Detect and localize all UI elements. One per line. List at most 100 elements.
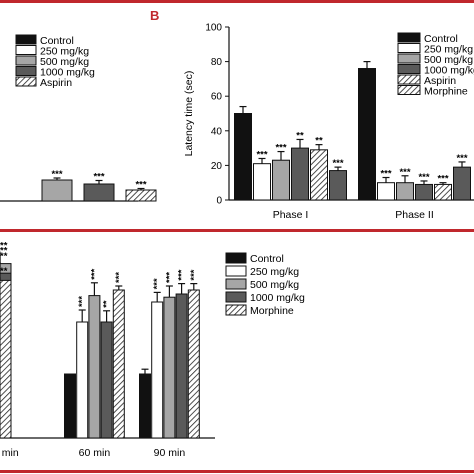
- bottom-frame-line: [0, 470, 474, 473]
- legend-label-control: Control: [250, 253, 284, 265]
- significance-label: ***: [177, 269, 188, 280]
- y-tick-label: 80: [211, 57, 223, 68]
- significance-label: ***: [256, 149, 267, 160]
- significance-label: **: [0, 251, 8, 262]
- significance-label: ***: [93, 172, 104, 183]
- significance-label: ***: [399, 167, 410, 178]
- legend-label-250-mg-kg: 250 mg/kg: [424, 44, 473, 56]
- bar-250-mg-kg: [151, 301, 164, 439]
- significance-label: **: [102, 300, 113, 308]
- y-tick-label: 100: [205, 23, 222, 34]
- legend-label-morphine: Morphine: [424, 86, 468, 98]
- legend-swatch-control: [15, 34, 37, 45]
- significance-label: ***: [89, 268, 100, 279]
- legend-swatch-500-mg-kg: [397, 53, 421, 64]
- significance-label: ***: [51, 169, 62, 180]
- legend-swatch-aspirin: [397, 74, 421, 85]
- bar-control: [139, 373, 151, 439]
- top-frame-line: [0, 0, 474, 3]
- significance-label: **: [296, 130, 304, 141]
- category-label: 60 min: [79, 447, 111, 459]
- y-tick-label: 60: [211, 92, 223, 103]
- bar-500-mg-kg: [41, 179, 73, 202]
- significance-label: ***: [332, 158, 343, 169]
- legend-swatch-morphine: [397, 85, 421, 95]
- legend-label-500-mg-kg: 500 mg/kg: [424, 54, 473, 66]
- legend-label-500-mg-kg: 500 mg/kg: [250, 279, 299, 291]
- y-axis-label: Latency time (sec): [183, 71, 195, 157]
- legend-swatch-1000-mg-kg: [397, 64, 421, 74]
- bar-1000-mg-kg: [291, 147, 309, 201]
- bar-250-mg-kg: [377, 182, 395, 201]
- category-label: 120 min: [0, 447, 19, 459]
- panel-label-b: B: [150, 8, 159, 23]
- category-label: 90 min: [154, 447, 186, 459]
- legend-label-morphine: Morphine: [250, 305, 294, 317]
- bar-control: [64, 373, 76, 439]
- significance-label: ***: [275, 143, 286, 154]
- significance-label: **: [315, 136, 323, 147]
- bar-control: [358, 68, 376, 201]
- category-label: Phase II: [395, 209, 434, 221]
- legend-swatch-control: [397, 32, 421, 43]
- significance-label: ***: [164, 272, 175, 283]
- legend-swatch-1000-mg-kg: [15, 66, 37, 76]
- legend-swatch-250-mg-kg: [15, 45, 37, 55]
- legend-swatch-250-mg-kg: [397, 43, 421, 53]
- legend-label-500-mg-kg: 500 mg/kg: [40, 56, 89, 68]
- legend-swatch-control: [225, 252, 247, 264]
- legend-label-aspirin: Aspirin: [424, 75, 456, 87]
- bar-1000-mg-kg: [415, 183, 433, 201]
- bar-aspirin: [125, 189, 157, 202]
- bar-morphine: [187, 289, 200, 439]
- legend-label-control: Control: [40, 35, 74, 47]
- category-label: Phase I: [273, 209, 309, 221]
- legend-label-1000-mg-kg: 1000 mg/kg: [250, 292, 305, 304]
- middle-frame-line: [0, 229, 474, 232]
- legend-swatch-250-mg-kg: [225, 265, 247, 277]
- legend-swatch-aspirin: [15, 76, 37, 87]
- y-tick-label: 0: [216, 196, 222, 207]
- legend-label-aspirin: Aspirin: [40, 77, 72, 89]
- significance-label: **: [0, 266, 8, 277]
- legend-label-control: Control: [424, 33, 458, 45]
- legend-swatch-500-mg-kg: [225, 278, 247, 290]
- significance-label: ***: [135, 180, 146, 191]
- significance-label: ***: [418, 172, 429, 183]
- bar-500-mg-kg: [163, 296, 176, 439]
- bar-500-mg-kg: [396, 182, 414, 201]
- significance-label: ***: [114, 272, 125, 283]
- significance-label: ***: [189, 269, 200, 280]
- bar-aspirin: [310, 149, 328, 201]
- bar-morphine: [112, 289, 125, 439]
- bar-control: [234, 113, 252, 201]
- y-tick-label: 40: [211, 126, 223, 137]
- legend-label-250-mg-kg: 250 mg/kg: [250, 266, 299, 278]
- significance-label: **: [0, 245, 8, 256]
- bar-morphine: [329, 170, 347, 201]
- legend-label-1000-mg-kg: 1000 mg/kg: [40, 67, 95, 79]
- bar-1000-mg-kg: [100, 321, 113, 439]
- significance-label: **: [0, 241, 8, 252]
- significance-label: ***: [456, 153, 467, 164]
- bar-morphine: [0, 279, 12, 439]
- bar-aspirin: [434, 183, 452, 201]
- bar-1000-mg-kg: [175, 293, 188, 439]
- significance-label: ***: [77, 296, 88, 307]
- legend-label-1000-mg-kg: 1000 mg/kg: [424, 65, 474, 77]
- significance-label: ***: [437, 174, 448, 185]
- bar-500-mg-kg: [88, 295, 101, 439]
- legend-label-250-mg-kg: 250 mg/kg: [40, 46, 89, 58]
- legend-swatch-500-mg-kg: [15, 55, 37, 66]
- legend-swatch-1000-mg-kg: [225, 291, 247, 303]
- y-tick-label: 20: [211, 161, 223, 172]
- bar-250-mg-kg: [76, 321, 89, 439]
- bar-500-mg-kg: [272, 159, 290, 201]
- bar-morphine: [453, 166, 471, 201]
- significance-label: ***: [380, 169, 391, 180]
- significance-label: ***: [152, 278, 163, 289]
- legend-swatch-morphine: [225, 304, 247, 316]
- bar-1000-mg-kg: [83, 183, 115, 202]
- bar-250-mg-kg: [253, 163, 271, 201]
